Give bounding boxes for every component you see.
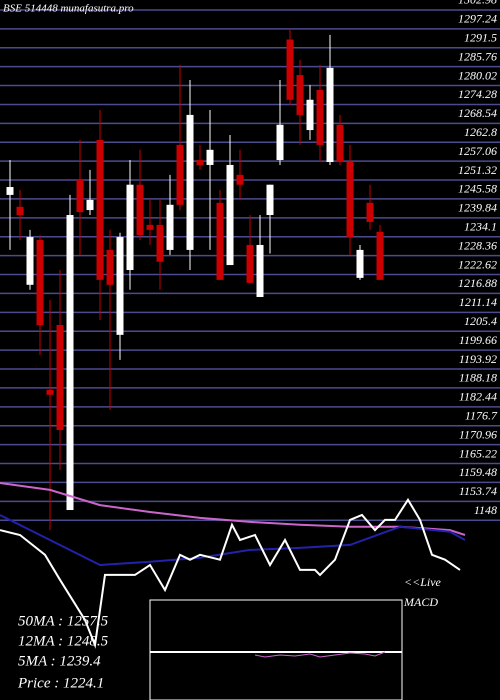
candle-body — [206, 149, 214, 165]
candle-body — [156, 224, 164, 262]
candle-body — [346, 161, 354, 238]
y-tick-label: 1153.74 — [459, 484, 497, 498]
y-tick-label: 1234.1 — [464, 219, 497, 233]
y-tick-label: 1257.06 — [458, 144, 497, 158]
candle-body — [176, 144, 184, 205]
y-tick-label: 1291.5 — [464, 30, 497, 44]
candle-body — [336, 124, 344, 162]
marks — [0, 29, 466, 649]
y-tick-label: 1188.18 — [459, 371, 497, 385]
candle-body — [126, 184, 134, 270]
y-tick-label: 1302.98 — [458, 0, 497, 7]
candle-body — [356, 249, 364, 278]
candle-body — [106, 249, 114, 285]
candle-body — [326, 67, 334, 162]
candle-body — [26, 237, 34, 285]
candle-body — [36, 240, 44, 325]
legend-item: 5MA : 1239.4 — [18, 653, 101, 669]
y-tick-label: 1193.92 — [459, 352, 497, 366]
candle-body — [146, 224, 154, 230]
y-tick-label: 1216.88 — [458, 276, 497, 290]
legend-item: 50MA : 1257.5 — [18, 613, 109, 629]
candle-body — [376, 231, 384, 280]
candle-body — [266, 184, 274, 216]
candle-body — [186, 114, 194, 250]
candle-body — [246, 244, 254, 283]
candle-body — [216, 202, 224, 280]
chart-title: BSE 514448 munafasutra.pro — [3, 3, 134, 15]
candle-body — [76, 179, 84, 213]
y-tick-label: 1274.28 — [458, 87, 497, 101]
candle-body — [66, 215, 74, 511]
y-tick-label: 1182.44 — [459, 390, 497, 404]
y-tick-label: 1262.8 — [464, 125, 497, 139]
y-tick-label: 1228.36 — [458, 238, 497, 252]
macd-label: MACD — [403, 595, 438, 609]
y-tick-label: 1297.24 — [458, 12, 497, 26]
candle-body — [276, 124, 284, 161]
candle-body — [366, 202, 374, 222]
y-tick-label: 1239.84 — [458, 201, 497, 215]
live-label: <<Live — [404, 575, 442, 589]
y-tick-label: 1170.96 — [459, 427, 497, 441]
legend-item: Price : 1224.1 — [17, 675, 104, 691]
candle-body — [46, 389, 54, 395]
candle-body — [86, 199, 94, 211]
y-tick-label: 1280.02 — [458, 68, 497, 82]
candle-body — [6, 187, 14, 195]
y-tick-label: 1245.58 — [458, 182, 497, 196]
candle-body — [96, 139, 104, 280]
macd-box — [149, 599, 403, 700]
y-tick-label: 1268.54 — [458, 106, 497, 120]
candle-body — [286, 39, 294, 100]
candle-body — [166, 204, 174, 250]
macd-signal — [254, 651, 386, 658]
indicator-line — [0, 514, 466, 567]
indicator-line — [0, 497, 461, 649]
candle-body — [116, 237, 124, 335]
y-tick-label: 1205.4 — [464, 314, 497, 328]
y-tick-label: 1251.32 — [458, 163, 497, 177]
y-tick-label: 1165.22 — [459, 446, 497, 460]
candle-body — [236, 174, 244, 185]
candle-body — [16, 206, 24, 216]
candle-body — [136, 184, 144, 236]
y-tick-label: 1211.14 — [459, 295, 497, 309]
y-tick-label: 1222.62 — [458, 257, 497, 271]
candle-body — [56, 324, 64, 431]
y-tick-label: 1176.7 — [465, 408, 498, 422]
candle-body — [306, 99, 314, 131]
y-tick-label: 1285.76 — [458, 49, 497, 63]
candle-body — [316, 89, 324, 145]
candle-body — [256, 244, 264, 297]
legend-item: 12MA : 1248.5 — [18, 633, 109, 649]
y-tick-label: 1199.66 — [459, 333, 497, 347]
candle-body — [196, 160, 204, 165]
y-tick-label: 1159.48 — [459, 465, 497, 479]
candle-body — [296, 75, 304, 115]
candle-body — [226, 164, 234, 266]
y-tick-label: 1148 — [474, 503, 497, 517]
